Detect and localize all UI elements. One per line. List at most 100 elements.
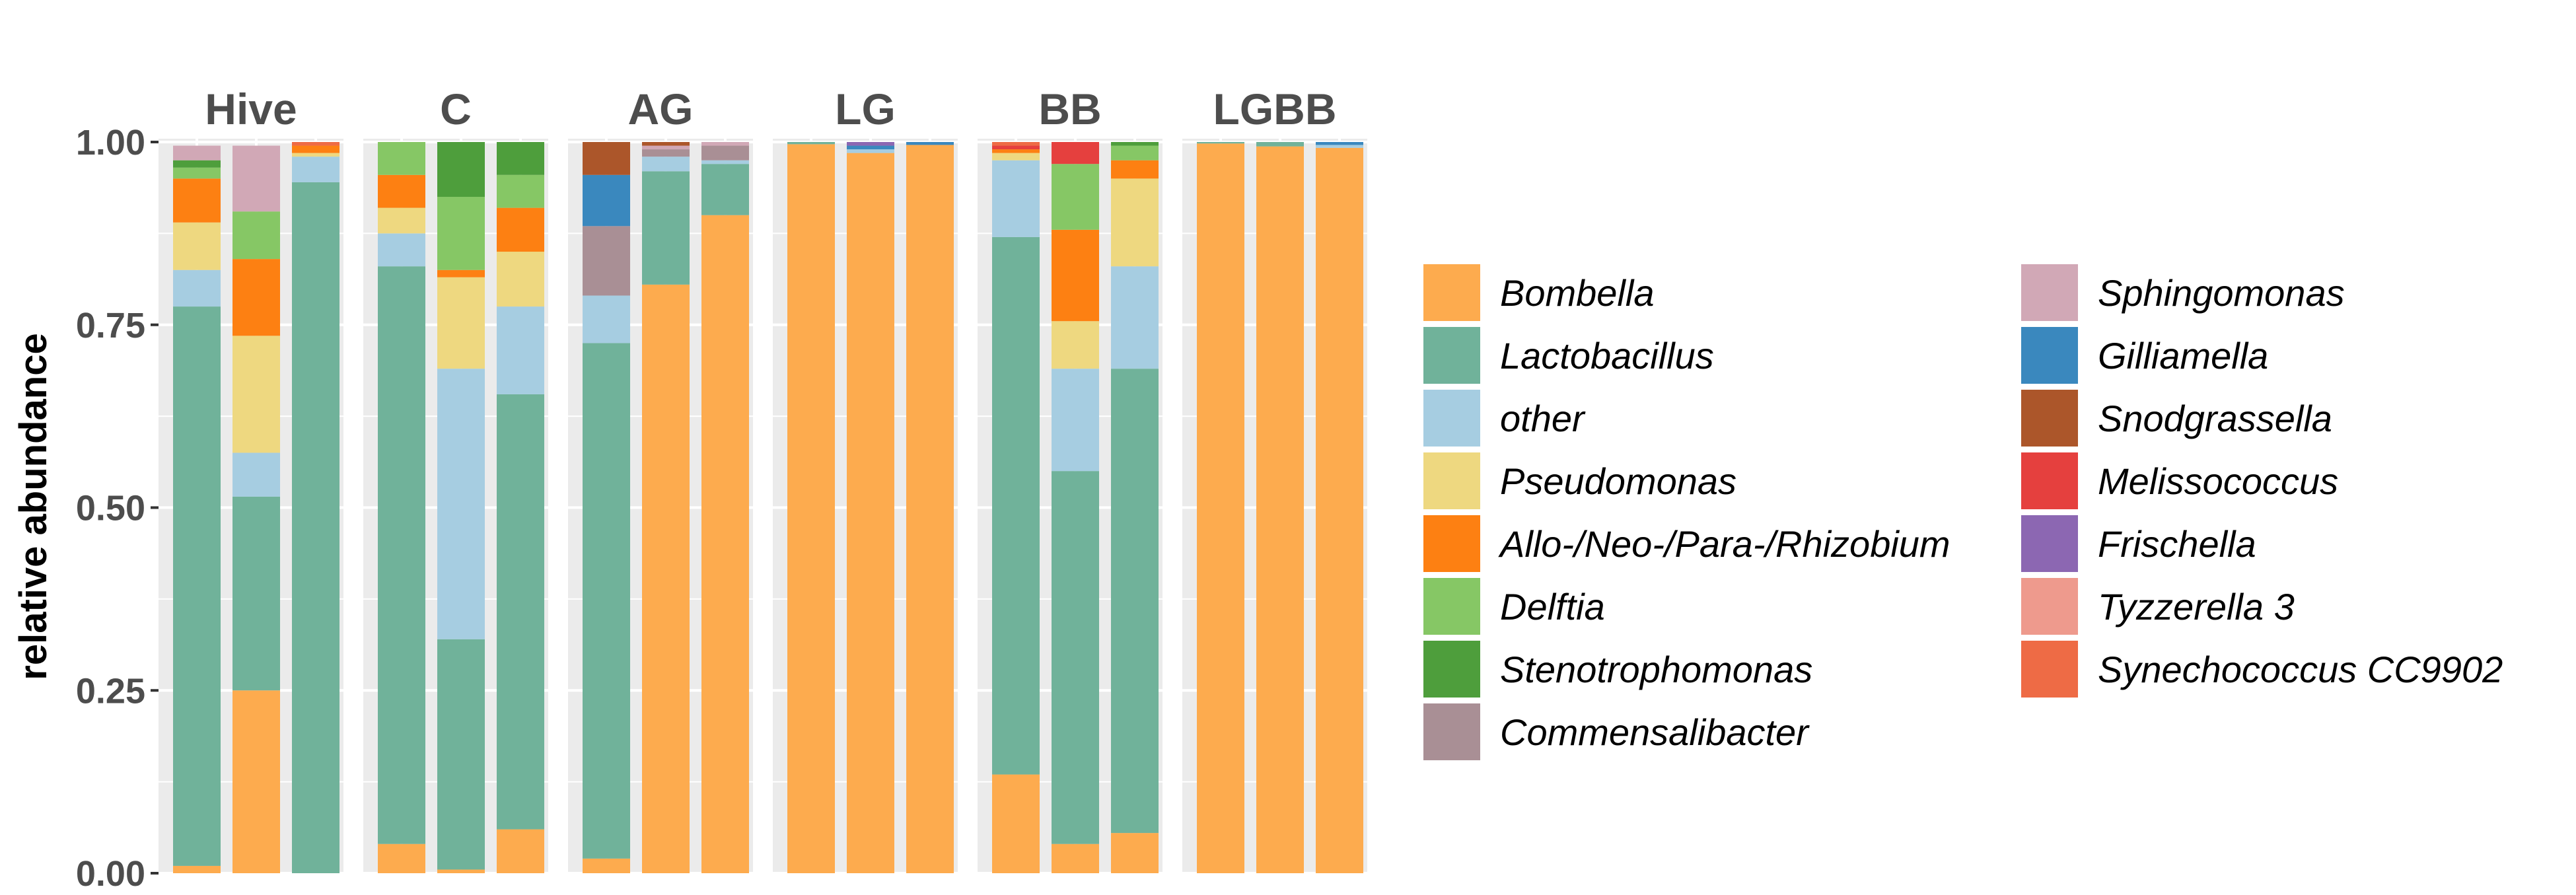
legend-key (1423, 390, 1480, 447)
bar-segment-stenotrophomonas (1111, 142, 1159, 146)
facet-bb: BB (978, 85, 1163, 875)
bar-segment-bombella (497, 829, 544, 873)
bar-segment-delftia (1111, 145, 1159, 161)
legend-key (1423, 641, 1480, 698)
bar-segment-bombella (1111, 833, 1159, 873)
legend-label: Allo-/Neo-/Para-/Rhizobium (1498, 523, 1950, 565)
bar-segment-other (1316, 145, 1363, 148)
bar-hive-3 (292, 142, 340, 873)
bar-bb-3 (1111, 142, 1159, 873)
bar-segment-pseudomonas (1111, 178, 1159, 267)
y-axis-title: relative abundance (12, 333, 55, 680)
bar-segment-allo-neo-para-rhizobium (437, 269, 485, 277)
bar-segment-delftia (1052, 164, 1099, 230)
bar-segment-lactobacillus (1197, 142, 1244, 144)
bar-segment-bombella (642, 284, 690, 873)
bar-segment-synechococcus-cc9902 (992, 142, 1040, 146)
legend-key (2021, 390, 2078, 447)
bar-segment-other (1111, 266, 1159, 369)
legend: Bombella Lactobacillus other Pseudomonas All… (1423, 264, 2503, 760)
bar-ag-1 (583, 142, 630, 873)
bar-segment-frischella (847, 142, 894, 146)
bar-segment-lactobacillus (583, 343, 630, 859)
legend-label: Gilliamella (2098, 335, 2268, 376)
bar-segment-bombella (378, 843, 425, 873)
facet-title: BB (1038, 85, 1101, 133)
legend-key (1423, 703, 1480, 760)
bar-segment-lactobacillus (992, 236, 1040, 775)
bar-lg-3 (906, 142, 954, 874)
bar-segment-sphingomonas (173, 145, 221, 161)
bar-segment-allo-neo-para-rhizobium (173, 178, 221, 223)
facet-hive: Hive (159, 85, 343, 875)
bar-segment-commensalibacter (583, 226, 630, 296)
bar-segment-lactobacillus (497, 394, 544, 830)
bar-segment-pseudomonas (497, 252, 544, 307)
bar-segment-other (378, 233, 425, 267)
bar-ag-2 (642, 142, 690, 873)
bar-segment-bombella (233, 690, 280, 873)
bar-segment-bombella (1052, 843, 1099, 873)
bar-segment-sphingomonas (642, 145, 690, 150)
bar-segment-lactobacillus (437, 639, 485, 870)
facets-layer: Hive C AG LG BB LGBB (159, 85, 1367, 875)
bar-segment-delftia (497, 174, 544, 208)
legend-item-allo-neo-para-rhizobium: Allo-/Neo-/Para-/Rhizobium (1423, 515, 1950, 572)
bar-segment-bombella (173, 865, 221, 873)
bar-segment-other (992, 160, 1040, 237)
legend-item-frischella: Frischella (2021, 515, 2256, 572)
bar-segment-bombella (1316, 147, 1363, 874)
bar-segment-allo-neo-para-rhizobium (233, 259, 280, 336)
bar-segment-other (642, 157, 690, 172)
bar-segment-lactobacillus (1256, 142, 1304, 147)
bar-segment-bombella (992, 774, 1040, 873)
bar-segment-allo-neo-para-rhizobium (1052, 229, 1099, 322)
facet-ag: AG (568, 85, 753, 875)
bar-segment-bombella (1197, 143, 1244, 874)
bar-segment-bombella (701, 215, 749, 873)
bar-segment-allo-neo-para-rhizobium (992, 149, 1040, 153)
bar-segment-other (233, 452, 280, 497)
bar-segment-delftia (233, 211, 280, 260)
facet-lg: LG (773, 85, 958, 875)
bar-segment-lactobacillus (292, 182, 340, 873)
bar-segment-other (847, 149, 894, 153)
bar-segment-allo-neo-para-rhizobium (378, 174, 425, 208)
legend-label: Stenotrophomonas (1500, 649, 1812, 690)
bar-segment-pseudomonas (1052, 321, 1099, 369)
y-axis: 0.00 0.25 0.50 0.75 1.00 (76, 123, 159, 894)
bar-segment-allo-neo-para-rhizobium (497, 207, 544, 252)
legend-key (2021, 452, 2078, 509)
legend-item-bombella: Bombella (1423, 264, 1654, 321)
bar-segment-delftia (437, 197, 485, 270)
bar-lg-2 (847, 142, 894, 874)
bar-segment-other (437, 369, 485, 639)
bar-segment-gilliamella (847, 145, 894, 150)
legend-item-lactobacillus: Lactobacillus (1423, 327, 1714, 384)
bar-bb-1 (992, 142, 1040, 873)
bar-segment-other (292, 157, 340, 182)
bar-hive-1 (173, 145, 221, 873)
legend-item-other: other (1423, 390, 1586, 447)
bar-hive-2 (233, 145, 280, 873)
bar-c-1 (378, 142, 425, 873)
legend-key (2021, 264, 2078, 321)
bar-segment-synechococcus-cc9902 (292, 142, 340, 146)
bar-segment-bombella (437, 869, 485, 873)
bar-segment-bombella (583, 858, 630, 873)
legend-item-delftia: Delftia (1423, 578, 1605, 635)
bar-segment-bombella (1256, 146, 1304, 874)
legend-label: Pseudomonas (1500, 460, 1736, 502)
bar-segment-gilliamella (1316, 142, 1363, 145)
bar-segment-gilliamella (583, 174, 630, 227)
bar-segment-stenotrophomonas (437, 142, 485, 197)
bar-segment-gilliamella (906, 142, 954, 145)
bar-segment-stenotrophomonas (173, 160, 221, 168)
bar-segment-pseudomonas (992, 153, 1040, 161)
bar-segment-sphingomonas (701, 142, 749, 146)
legend-key (1423, 452, 1480, 509)
legend-label: Tyzzerella 3 (2098, 586, 2295, 627)
legend-key (2021, 515, 2078, 572)
